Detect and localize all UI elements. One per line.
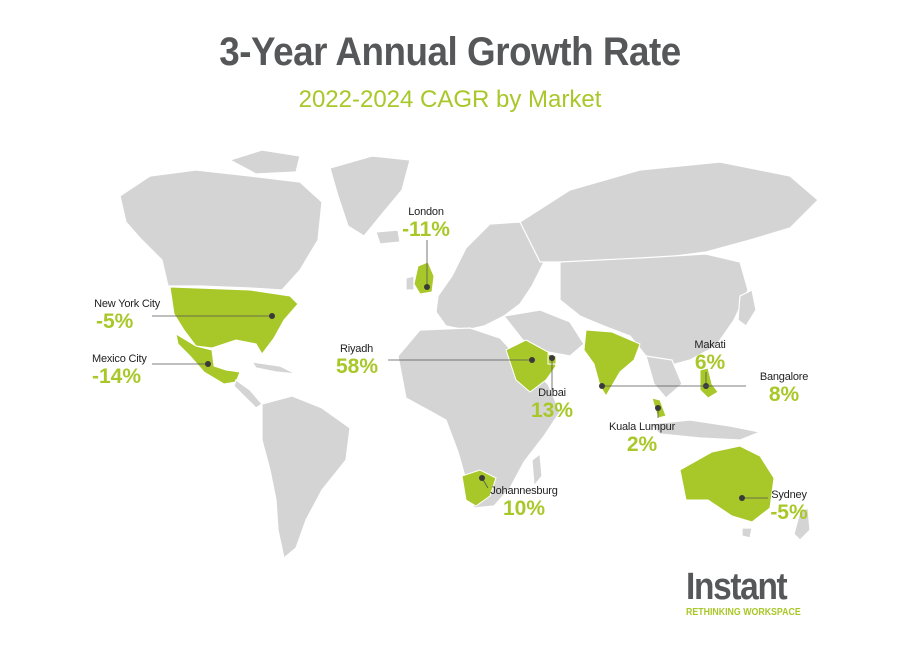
label-mexico-city: Mexico City -14% — [92, 353, 172, 388]
marker-johannesburg — [479, 475, 485, 481]
logo-tagline: RETHINKING WORKSPACE — [686, 607, 801, 618]
map-title: 3-Year Annual Growth Rate — [219, 30, 681, 74]
landmass-ireland — [405, 275, 415, 291]
landmass-asia — [559, 253, 749, 367]
label-london-city: London — [408, 206, 444, 218]
label-bangalore: Bangalore 8% — [754, 371, 814, 406]
region-india — [583, 329, 641, 397]
label-new-york-city-value: -5% — [96, 310, 134, 333]
landmass-caribbean — [250, 361, 297, 375]
map-subtitle: 2022-2024 CAGR by Market — [298, 86, 602, 113]
label-mexico-city-city: Mexico City — [92, 353, 147, 365]
marker-bangalore — [599, 383, 605, 389]
landmass-southeast-asia — [645, 355, 683, 399]
instant-logo: Instant RETHINKING WORKSPACE — [686, 568, 816, 618]
landmass-new-zealand — [793, 507, 811, 541]
landmass-arctic-islands — [228, 149, 301, 175]
region-philippines — [699, 367, 719, 399]
label-kuala-lumpur-city: Kuala Lumpur — [608, 421, 676, 433]
label-sydney-value: -5% — [770, 501, 808, 524]
landmass-japan — [737, 289, 757, 327]
label-london: London -11% — [394, 206, 458, 241]
label-sydney: Sydney -5% — [766, 489, 812, 524]
label-london-value: -11% — [402, 218, 450, 241]
label-new-york-city: New York City -5% — [60, 298, 160, 333]
landmass-south-america — [261, 395, 351, 560]
label-riyadh: Riyadh 58% — [336, 343, 396, 378]
label-riyadh-value: 58% — [336, 355, 379, 378]
logo-name: Instant — [686, 566, 788, 608]
marker-dubai — [549, 355, 555, 361]
label-makati: Makati 6% — [690, 339, 730, 374]
label-kuala-lumpur: Kuala Lumpur 2% — [604, 421, 680, 456]
landmass-iceland — [375, 229, 401, 245]
region-saudi-arabia — [505, 339, 557, 393]
region-mexico — [175, 332, 241, 385]
label-johannesburg-city: Johannesburg — [490, 485, 558, 497]
marker-mexico-city — [205, 361, 211, 367]
landmass-russia — [519, 161, 819, 263]
region-usa — [169, 286, 299, 355]
marker-london — [424, 284, 430, 290]
region-uk — [413, 261, 435, 295]
label-mexico-city-value: -14% — [92, 365, 142, 388]
label-dubai: Dubai 13% — [526, 387, 578, 422]
label-dubai-city: Dubai — [538, 387, 566, 399]
marker-new-york-city — [269, 313, 275, 319]
marker-sydney — [739, 495, 745, 501]
landmass-madagascar — [531, 452, 543, 488]
landmass-europe — [435, 221, 545, 331]
label-makati-value: 6% — [694, 351, 726, 374]
landmass-central-america — [233, 379, 263, 409]
label-dubai-value: 13% — [530, 399, 574, 422]
landmass-greenland — [329, 155, 411, 237]
label-bangalore-city: Bangalore — [759, 371, 809, 383]
label-bangalore-value: 8% — [768, 383, 800, 406]
landmass-canada — [119, 169, 323, 291]
marker-kuala-lumpur — [655, 405, 661, 411]
label-sydney-city: Sydney — [771, 489, 807, 501]
label-riyadh-city: Riyadh — [340, 343, 374, 355]
label-kuala-lumpur-value: 2% — [626, 433, 658, 456]
label-new-york-city-city: New York City — [94, 298, 160, 310]
label-johannesburg-value: 10% — [502, 497, 546, 520]
landmass-tasmania — [741, 527, 753, 539]
label-johannesburg: Johannesburg 10% — [484, 485, 564, 520]
label-makati-city: Makati — [694, 339, 726, 351]
region-australia — [679, 445, 775, 523]
marker-riyadh — [529, 357, 535, 363]
region-south-africa — [461, 469, 497, 507]
landmass-indonesia — [648, 419, 763, 441]
